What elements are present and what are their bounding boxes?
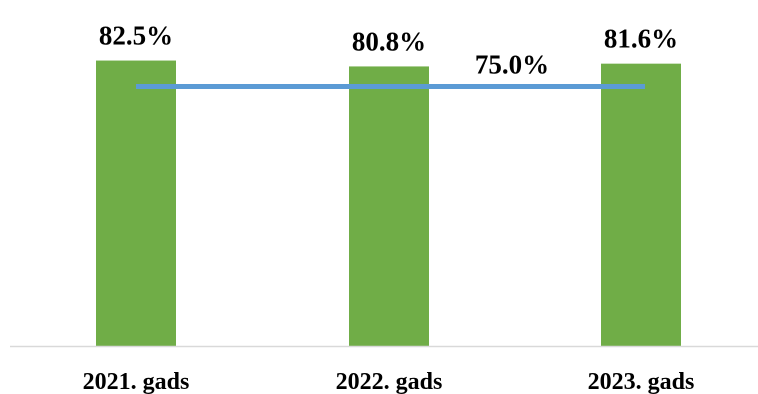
- bar-value-label-2: 80.8%: [352, 26, 426, 56]
- bar-value-label-3: 81.6%: [604, 24, 678, 54]
- bar-3: [601, 63, 681, 346]
- x-tick-labels-layer: 2021. gads 2022. gads 2023. gads: [83, 369, 695, 394]
- target-line-label: 75.0%: [475, 50, 549, 80]
- bar-value-label-1: 82.5%: [99, 21, 173, 51]
- bar-1: [96, 60, 176, 347]
- x-tick-label-3: 2023. gads: [588, 369, 695, 394]
- x-tick-label-2: 2022. gads: [336, 369, 443, 394]
- x-tick-label-1: 2021. gads: [83, 369, 190, 394]
- bar-2: [349, 66, 429, 346]
- data-labels-layer: 82.5% 80.8% 81.6% 75.0%: [99, 21, 678, 80]
- bars-layer: [96, 60, 681, 347]
